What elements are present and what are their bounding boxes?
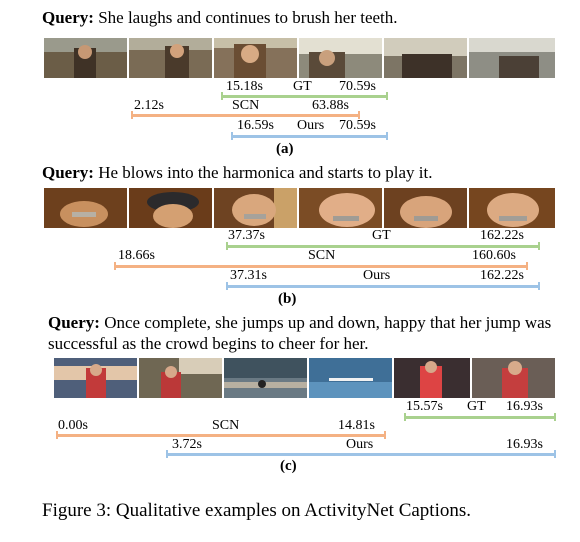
label-a: (a) — [276, 141, 294, 157]
scn-end-b: 160.60s — [472, 248, 516, 263]
frame-c6 — [472, 358, 555, 398]
ours-name-a: Ours — [297, 118, 325, 133]
gt-name-a: GT — [293, 79, 312, 94]
frame-c1 — [54, 358, 137, 398]
frame-b4 — [299, 188, 382, 228]
frame-a4 — [299, 38, 382, 78]
scn-bar-c-end — [384, 431, 386, 439]
frame-b2 — [129, 188, 212, 228]
ours-name-b: Ours — [363, 268, 391, 283]
frame-b5 — [384, 188, 467, 228]
ours-start-c: 3.72s — [172, 437, 202, 452]
ours-bar-a-end — [386, 132, 388, 140]
label-b: (b) — [278, 291, 297, 307]
scn-start-b: 18.66s — [118, 248, 155, 263]
gt-bar-b-start — [226, 242, 228, 250]
scn-start-a: 2.12s — [134, 98, 164, 113]
ours-bar-c-end — [554, 450, 556, 458]
ours-start-b: 37.31s — [230, 268, 267, 283]
query-c: Query: Once complete, she jumps up and d… — [48, 312, 578, 354]
scn-bar-a — [131, 111, 360, 119]
gt-name-c: GT — [467, 399, 486, 414]
scn-name-c: SCN — [212, 418, 240, 433]
scn-name-a: SCN — [232, 98, 260, 113]
scn-bar-c-start — [56, 431, 58, 439]
ours-start-a: 16.59s — [237, 118, 274, 133]
gt-bar-a — [221, 92, 388, 100]
query-a-text: She laughs and continues to brush her te… — [98, 8, 398, 27]
gt-start-c: 15.57s — [406, 399, 443, 414]
scn-name-b: SCN — [308, 248, 336, 263]
ours-bar-a — [231, 132, 388, 140]
ours-bar-b — [226, 282, 540, 290]
gt-bar-c-start — [404, 413, 406, 421]
frame-a5 — [384, 38, 467, 78]
gt-bar-a-end — [386, 92, 388, 100]
gt-start-a: 15.18s — [226, 79, 263, 94]
frame-b3 — [214, 188, 297, 228]
frame-c5 — [394, 358, 470, 398]
frame-a3 — [214, 38, 297, 78]
figure-caption: Figure 3: Qualitative examples on Activi… — [42, 500, 472, 521]
ours-end-a: 70.59s — [339, 118, 376, 133]
scn-end-c: 14.81s — [338, 418, 375, 433]
frame-b6 — [469, 188, 555, 228]
gt-bar-c-end — [554, 413, 556, 421]
ours-bar-a-start — [231, 132, 233, 140]
ours-name-c: Ours — [346, 437, 374, 452]
ours-bar-b-end — [538, 282, 540, 290]
query-c-prefix: Query: — [48, 313, 100, 332]
scn-bar-b-end — [526, 262, 528, 270]
gt-end-a: 70.59s — [339, 79, 376, 94]
frame-c2 — [139, 358, 222, 398]
scn-bar-a-start — [131, 111, 133, 119]
query-a-prefix: Query: — [42, 8, 94, 27]
query-b: Query: He blows into the harmonica and s… — [42, 163, 432, 183]
ours-bar-c — [166, 450, 556, 458]
gt-bar-c — [404, 413, 556, 421]
gt-end-c: 16.93s — [506, 399, 543, 414]
scn-start-c: 0.00s — [58, 418, 88, 433]
frame-a6 — [469, 38, 555, 78]
scn-end-a: 63.88s — [312, 98, 349, 113]
scn-bar-a-end — [358, 111, 360, 119]
scn-bar-b-start — [114, 262, 116, 270]
label-c: (c) — [280, 458, 297, 474]
frame-c4 — [309, 358, 392, 398]
query-b-prefix: Query: — [42, 163, 94, 182]
scn-bar-b — [114, 262, 528, 270]
gt-end-b: 162.22s — [480, 228, 524, 243]
query-c-text: Once complete, she jumps up and down, ha… — [48, 313, 552, 353]
frame-a1 — [44, 38, 127, 78]
ours-bar-c-start — [166, 450, 168, 458]
gt-start-b: 37.37s — [228, 228, 265, 243]
query-a: Query: She laughs and continues to brush… — [42, 8, 398, 28]
ours-end-b: 162.22s — [480, 268, 524, 283]
gt-bar-b — [226, 242, 540, 250]
ours-end-c: 16.93s — [506, 437, 543, 452]
frame-a2 — [129, 38, 212, 78]
scn-bar-c — [56, 431, 386, 439]
query-b-text: He blows into the harmonica and starts t… — [98, 163, 433, 182]
gt-bar-b-end — [538, 242, 540, 250]
frame-c3 — [224, 358, 307, 398]
gt-name-b: GT — [372, 228, 391, 243]
ours-bar-b-start — [226, 282, 228, 290]
frame-b1 — [44, 188, 127, 228]
gt-bar-a-start — [221, 92, 223, 100]
